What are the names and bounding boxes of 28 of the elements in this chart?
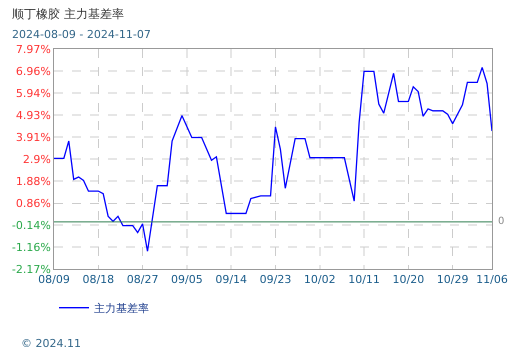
x-tick-label: 08/27 [126, 273, 158, 286]
line-series [54, 66, 492, 252]
x-tick-label: 10/02 [304, 273, 336, 286]
x-tick-label: 09/05 [171, 273, 203, 286]
ref-line-label: 0 [498, 216, 504, 227]
x-tick-label: 10/11 [348, 273, 380, 286]
chart-subtitle: 2024-08-09 - 2024-11-07 [12, 28, 151, 41]
y-tick-label: 6.96% [16, 64, 51, 78]
text: © 2024.11 [21, 337, 81, 350]
x-tick-label: 08/18 [82, 273, 114, 286]
y-tick-label: -0.14% [12, 218, 51, 232]
x-tick-label: 08/09 [38, 273, 70, 286]
x-tick-label: 11/06 [476, 273, 508, 286]
x-tick-label: 10/29 [436, 273, 468, 286]
y-tick-label: 3.91% [16, 130, 51, 144]
y-tick-label: 5.94% [16, 86, 51, 100]
y-tick-label: 1.88% [16, 174, 51, 188]
x-tick-label: 10/20 [392, 273, 424, 286]
y-tick-label: 0.86% [16, 197, 51, 210]
chart-title: 顺丁橡胶 主力基差率 [12, 7, 124, 21]
y-tick-label: 4.93% [16, 108, 51, 122]
y-tick-label: 2.9% [22, 152, 51, 166]
y-tick-label: 7.97% [16, 42, 51, 56]
legend-label: 主力基差率 [94, 302, 149, 315]
y-tick-label: -2.17% [12, 262, 51, 276]
x-tick-label: 09/23 [260, 273, 292, 286]
x-tick-label: 09/14 [215, 273, 248, 286]
y-tick-label: -1.16% [12, 240, 51, 254]
